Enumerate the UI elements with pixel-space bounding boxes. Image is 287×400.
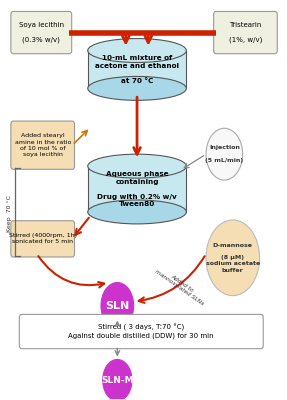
FancyBboxPatch shape: [214, 12, 277, 54]
FancyBboxPatch shape: [19, 314, 263, 349]
Circle shape: [206, 220, 259, 296]
Text: Injection

(5 mL/min): Injection (5 mL/min): [205, 146, 243, 163]
Bar: [88, 166, 186, 212]
Ellipse shape: [88, 154, 186, 178]
FancyBboxPatch shape: [11, 121, 75, 169]
Text: Stirred ( 3 days, T:70 °C)
Against double distilled (DDW) for 30 min: Stirred ( 3 days, T:70 °C) Against doubl…: [68, 324, 214, 339]
Text: 10-mL mixture of
acetone and ethanol

at 70 °C: 10-mL mixture of acetone and ethanol at …: [95, 55, 179, 84]
FancyBboxPatch shape: [11, 12, 72, 54]
Text: Tristearin

(1%, w/v): Tristearin (1%, w/v): [229, 22, 262, 43]
Text: Aqueous phase
containing

Drug with 0.2% w/v
Tween80: Aqueous phase containing Drug with 0.2% …: [97, 171, 177, 207]
Text: SLN-M: SLN-M: [101, 376, 134, 385]
Ellipse shape: [88, 200, 186, 224]
Bar: [88, 50, 186, 88]
FancyBboxPatch shape: [11, 221, 75, 257]
Circle shape: [101, 282, 134, 329]
Circle shape: [103, 360, 132, 400]
Circle shape: [206, 128, 243, 180]
Text: Stirred (4000rpm, 1h)
sonicated for 5 min: Stirred (4000rpm, 1h) sonicated for 5 mi…: [9, 233, 77, 244]
Text: SLN: SLN: [105, 301, 129, 311]
Text: Soya lecithin

(0.3% w/v): Soya lecithin (0.3% w/v): [19, 22, 64, 43]
Text: D-mannose

(8 μM)
sodium acetate
buffer: D-mannose (8 μM) sodium acetate buffer: [206, 243, 260, 273]
Text: Keep  70 °C: Keep 70 °C: [7, 196, 12, 232]
Text: Added to
mannosylated SLNs: Added to mannosylated SLNs: [154, 265, 208, 307]
Text: Added stearyl
amine in the ratio
of 10 mol % of
soya lecithin: Added stearyl amine in the ratio of 10 m…: [15, 133, 71, 157]
Ellipse shape: [88, 38, 186, 62]
Ellipse shape: [88, 76, 186, 100]
